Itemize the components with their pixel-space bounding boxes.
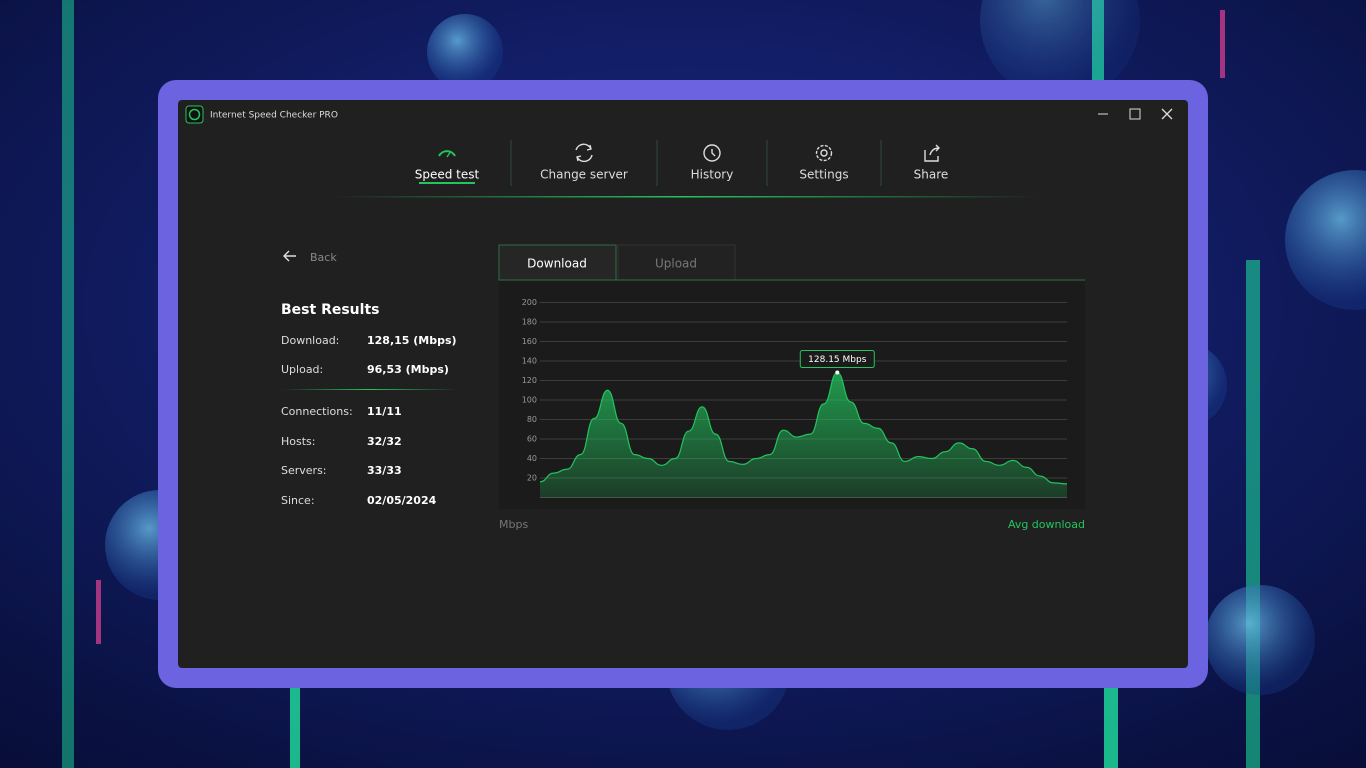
- result-label: Hosts:: [281, 435, 315, 448]
- nav-active-indicator: [419, 182, 475, 184]
- nav-item[interactable]: Settings: [799, 168, 848, 182]
- nav-item[interactable]: Change server: [540, 168, 628, 182]
- nav-item[interactable]: Share: [914, 168, 949, 182]
- result-value: 32/32: [367, 435, 402, 448]
- result-value: 96,53 (Mbps): [367, 363, 449, 376]
- y-tick-label: 140: [522, 357, 537, 366]
- app-icon: [185, 105, 204, 124]
- nav-item[interactable]: History: [691, 168, 734, 182]
- area: [540, 372, 1067, 498]
- section-title: Best Results: [281, 302, 379, 318]
- y-tick-label: 20: [527, 474, 537, 483]
- result-label: Upload:: [281, 363, 323, 376]
- y-tick-label: 160: [522, 337, 537, 346]
- y-tick-label: 120: [522, 376, 537, 385]
- maximize-button[interactable]: [1129, 108, 1141, 120]
- result-label: Servers:: [281, 464, 327, 477]
- nav-separators: [510, 140, 882, 186]
- results-divider: [281, 389, 458, 390]
- results: Download: 128,15 (Mbps) Upload: 96,53 (Mbps…: [281, 334, 457, 507]
- result-value: 11/11: [367, 405, 402, 418]
- result-label: Download:: [281, 334, 339, 347]
- result-label: Connections:: [281, 405, 353, 418]
- result-label: Since:: [281, 494, 315, 507]
- y-tick-label: 80: [527, 415, 537, 424]
- close-button[interactable]: [1161, 108, 1173, 120]
- chart: 20 40 60 80 100 120 140 160 180 200 128.15 Mbps: [522, 298, 1068, 498]
- app-icon-ring: [188, 108, 201, 121]
- nav-divider: [330, 196, 1040, 198]
- result-value: 02/05/2024: [367, 494, 437, 507]
- y-tick-label: 200: [522, 298, 537, 307]
- y-axis-label: Mbps: [499, 518, 528, 531]
- line: [539, 371, 1068, 485]
- tab-label[interactable]: Download: [527, 257, 587, 271]
- result-value: 33/33: [367, 464, 402, 477]
- peak-dot: [835, 370, 840, 375]
- back-link[interactable]: Back: [310, 251, 337, 264]
- y-tick-label: 60: [527, 435, 537, 444]
- value-label-box: [799, 350, 875, 369]
- nav-icons: [438, 143, 940, 163]
- legend-entry: Avg download: [1008, 518, 1085, 531]
- back-arrow[interactable]: [283, 250, 296, 262]
- value-label: 128.15 Mbps: [808, 355, 867, 365]
- tab-label[interactable]: Upload: [655, 257, 697, 271]
- result-value: 128,15 (Mbps): [367, 334, 457, 347]
- y-tick-label: 180: [522, 318, 537, 327]
- y-tick-label: 40: [527, 454, 537, 463]
- nav-item[interactable]: Speed test: [415, 168, 480, 182]
- window-title: Internet Speed Checker PRO: [210, 111, 338, 121]
- y-tick-label: 100: [522, 396, 537, 405]
